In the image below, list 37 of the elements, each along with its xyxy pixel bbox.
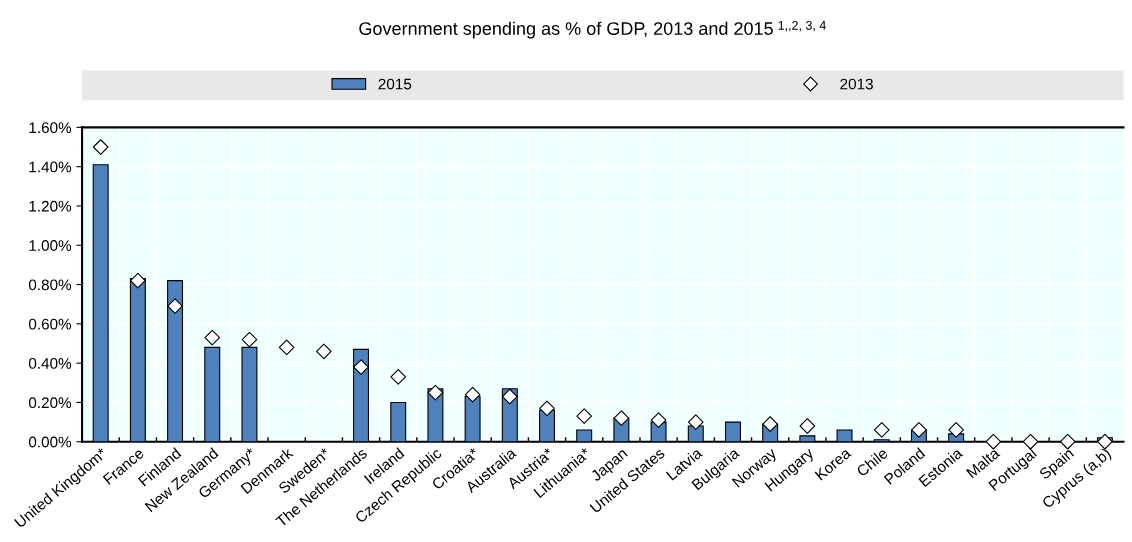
y-tick-label: 1.60% (29, 122, 72, 134)
point (1059, 433, 1076, 450)
point (390, 369, 407, 385)
y-tick-label: 1.00% (29, 240, 72, 251)
point (167, 298, 183, 315)
point (315, 343, 332, 360)
y-tick-label: 0.80% (28, 279, 72, 291)
point (762, 416, 779, 432)
legend-label: 2015 (378, 78, 412, 90)
point (911, 422, 927, 438)
point (799, 418, 816, 434)
point (873, 422, 890, 438)
point (650, 412, 667, 428)
point (501, 388, 518, 405)
point (687, 414, 704, 430)
point (464, 386, 481, 403)
legend-label: 2013 (840, 78, 873, 90)
point (130, 272, 146, 289)
point (353, 359, 369, 375)
y-tick-label: 1.40% (29, 161, 72, 173)
point (92, 139, 109, 155)
point (241, 331, 258, 348)
y-tick-label: 0.20% (28, 397, 72, 409)
point (576, 408, 593, 425)
point (539, 400, 555, 417)
point (948, 422, 964, 438)
point (985, 433, 1002, 450)
y-tick-label: 1.20% (29, 200, 72, 212)
point (427, 384, 444, 401)
y-tick-label: 0.60% (28, 318, 72, 330)
point (204, 329, 221, 346)
y-tick-label: 0.00% (28, 436, 72, 448)
chart-title: Government spending as % of GDP, 2013 and 2015 1,,2, 3, 4 (359, 20, 826, 39)
point (278, 339, 295, 356)
point (1097, 433, 1113, 450)
y-tick-label: 0.40% (28, 358, 72, 369)
point (613, 410, 630, 426)
